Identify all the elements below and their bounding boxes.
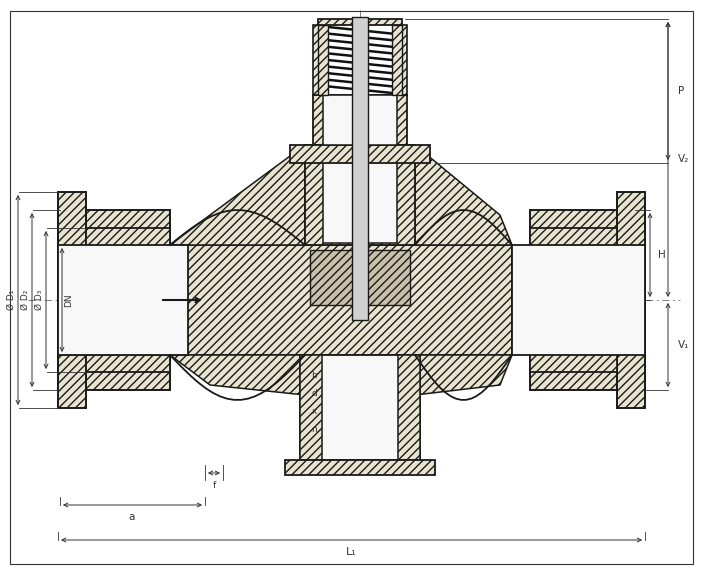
Text: x: x — [311, 406, 317, 416]
Polygon shape — [290, 145, 430, 163]
Text: n: n — [311, 425, 317, 433]
Polygon shape — [300, 355, 420, 460]
Text: f: f — [213, 480, 215, 490]
Polygon shape — [58, 210, 170, 390]
Polygon shape — [285, 460, 435, 475]
Polygon shape — [415, 355, 512, 395]
Polygon shape — [398, 355, 420, 460]
Polygon shape — [323, 95, 397, 145]
Polygon shape — [323, 145, 397, 243]
Text: DN: DN — [64, 293, 73, 307]
Polygon shape — [313, 95, 407, 145]
Text: b: b — [311, 370, 317, 379]
Polygon shape — [170, 355, 305, 395]
Text: P: P — [678, 86, 684, 96]
Text: L₁: L₁ — [346, 547, 356, 557]
Text: V₁: V₁ — [678, 340, 689, 350]
Text: H: H — [658, 250, 666, 260]
Polygon shape — [392, 25, 402, 95]
Polygon shape — [300, 355, 322, 460]
Polygon shape — [310, 250, 410, 305]
Polygon shape — [318, 25, 328, 95]
Polygon shape — [530, 210, 645, 390]
Polygon shape — [305, 145, 415, 245]
Text: d: d — [311, 389, 317, 398]
Polygon shape — [318, 19, 402, 25]
Text: V₂: V₂ — [678, 154, 689, 164]
Polygon shape — [86, 228, 170, 372]
Polygon shape — [58, 192, 86, 408]
Polygon shape — [415, 145, 512, 245]
Polygon shape — [512, 245, 645, 355]
Polygon shape — [352, 17, 368, 320]
Text: Ø D₃: Ø D₃ — [35, 290, 44, 310]
Polygon shape — [530, 228, 617, 372]
Text: Ø D₂: Ø D₂ — [21, 290, 30, 310]
Polygon shape — [400, 25, 407, 95]
Text: a: a — [129, 512, 135, 522]
Polygon shape — [617, 192, 645, 408]
Polygon shape — [170, 245, 512, 355]
Polygon shape — [313, 25, 320, 95]
Polygon shape — [58, 245, 188, 355]
Polygon shape — [170, 145, 305, 245]
Text: Ø D₁: Ø D₁ — [7, 290, 16, 310]
